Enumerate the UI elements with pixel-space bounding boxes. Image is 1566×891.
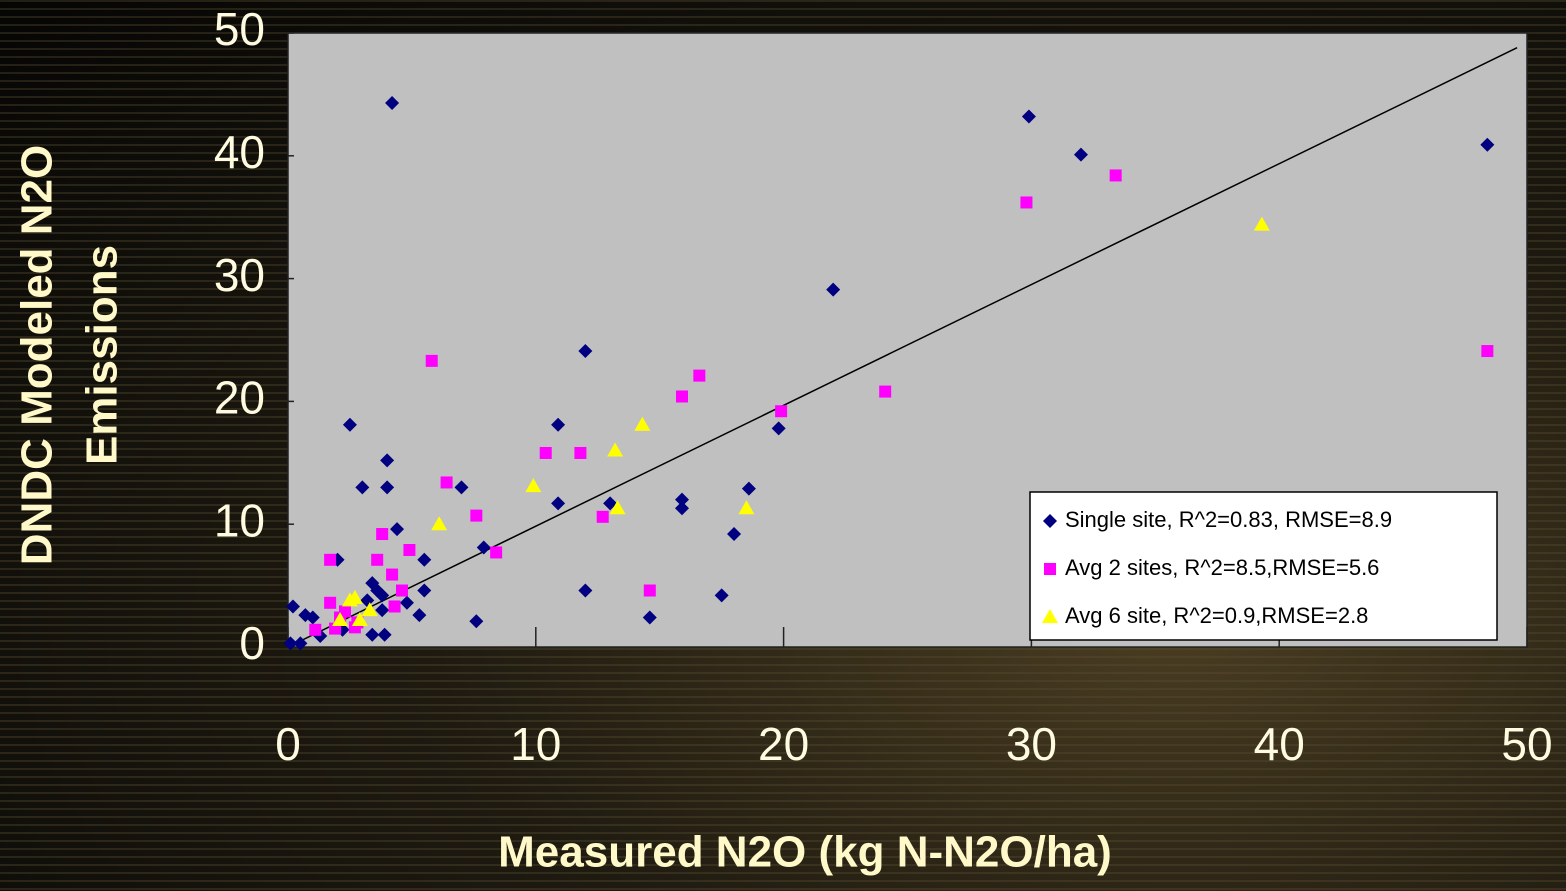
y-tick-label: 20 [214, 372, 265, 424]
legend-box [1029, 491, 1498, 641]
data-point [596, 510, 609, 523]
data-point [355, 480, 370, 495]
data-point [1253, 216, 1270, 231]
data-point [332, 611, 349, 626]
data-point [377, 627, 392, 642]
data-point [634, 416, 651, 431]
data-point [1109, 169, 1122, 182]
data-point [578, 583, 593, 598]
data-point [469, 614, 484, 629]
data-point [431, 516, 448, 531]
data-point [490, 546, 503, 559]
data-point [738, 500, 755, 515]
data-point [380, 453, 395, 468]
data-point [1020, 196, 1033, 209]
data-point [551, 417, 566, 432]
data-point [1480, 137, 1495, 152]
data-point [454, 480, 469, 495]
x-tick-label: 10 [510, 718, 561, 770]
data-point [476, 540, 491, 555]
x-tick-label: 30 [1006, 718, 1057, 770]
data-point [399, 595, 414, 610]
data-point [578, 344, 593, 359]
data-point [539, 446, 552, 459]
data-point [365, 627, 380, 642]
data-point [388, 600, 401, 613]
data-point [440, 476, 453, 489]
y-axis-title: DNDC Modeled N2O [13, 145, 62, 565]
data-point [470, 509, 483, 522]
data-point [285, 599, 300, 614]
x-tick-label: 20 [758, 718, 809, 770]
x-tick-label: 0 [275, 718, 301, 770]
data-point [380, 480, 395, 495]
data-point [390, 522, 405, 537]
data-point [771, 421, 786, 436]
data-point [693, 369, 706, 382]
y-tick-label: 30 [214, 249, 265, 301]
data-point [676, 390, 689, 403]
data-point [643, 584, 656, 597]
data-point [525, 478, 542, 493]
data-point [1021, 109, 1036, 124]
data-point [879, 385, 892, 398]
legend-label: Avg 6 site, R^2=0.9,RMSE=2.8 [1065, 603, 1368, 628]
data-point [826, 282, 841, 297]
data-point [386, 568, 399, 581]
legend-label: Avg 2 sites, R^2=8.5,RMSE=5.6 [1065, 555, 1379, 580]
data-point [309, 623, 322, 636]
data-point [324, 553, 337, 566]
data-point [1073, 147, 1088, 162]
x-tick-label: 50 [1501, 718, 1552, 770]
data-point [417, 583, 432, 598]
y-tick-label: 0 [239, 617, 265, 669]
data-point [675, 501, 690, 516]
data-point [324, 596, 337, 609]
data-point [551, 496, 566, 511]
data-point [341, 592, 358, 607]
data-point [370, 583, 385, 598]
data-point [714, 588, 729, 603]
data-point [609, 500, 626, 515]
data-point [607, 442, 624, 457]
data-point [385, 95, 400, 110]
data-point [293, 636, 308, 651]
data-point [741, 481, 756, 496]
data-point [727, 527, 742, 542]
legend-marker [1044, 563, 1056, 575]
data-point [417, 552, 432, 567]
data-point [603, 496, 618, 511]
data-point [1481, 345, 1494, 358]
data-point [412, 608, 427, 623]
data-point [371, 553, 384, 566]
x-tick-label: 40 [1254, 718, 1305, 770]
data-point [361, 602, 378, 617]
data-point [283, 636, 298, 651]
data-point [425, 354, 438, 367]
data-point [360, 593, 375, 608]
data-point [375, 603, 390, 618]
x-axis-title: Measured N2O (kg N-N2O/ha) [498, 828, 1112, 877]
legend-marker [1043, 514, 1057, 528]
legend-marker [1042, 609, 1058, 623]
data-point [376, 528, 389, 541]
data-point [574, 446, 587, 459]
data-point [403, 543, 416, 556]
data-point [305, 610, 320, 625]
data-point [642, 610, 657, 625]
data-point [351, 611, 368, 626]
data-point [675, 492, 690, 507]
data-point [395, 584, 408, 597]
y-axis-title: Emissions [78, 245, 127, 465]
y-tick-label: 10 [214, 494, 265, 546]
data-point [342, 417, 357, 432]
y-tick-label: 50 [214, 3, 265, 55]
y-tick-label: 40 [214, 126, 265, 178]
data-point [775, 405, 788, 418]
legend-label: Single site, R^2=0.83, RMSE=8.9 [1065, 507, 1392, 532]
